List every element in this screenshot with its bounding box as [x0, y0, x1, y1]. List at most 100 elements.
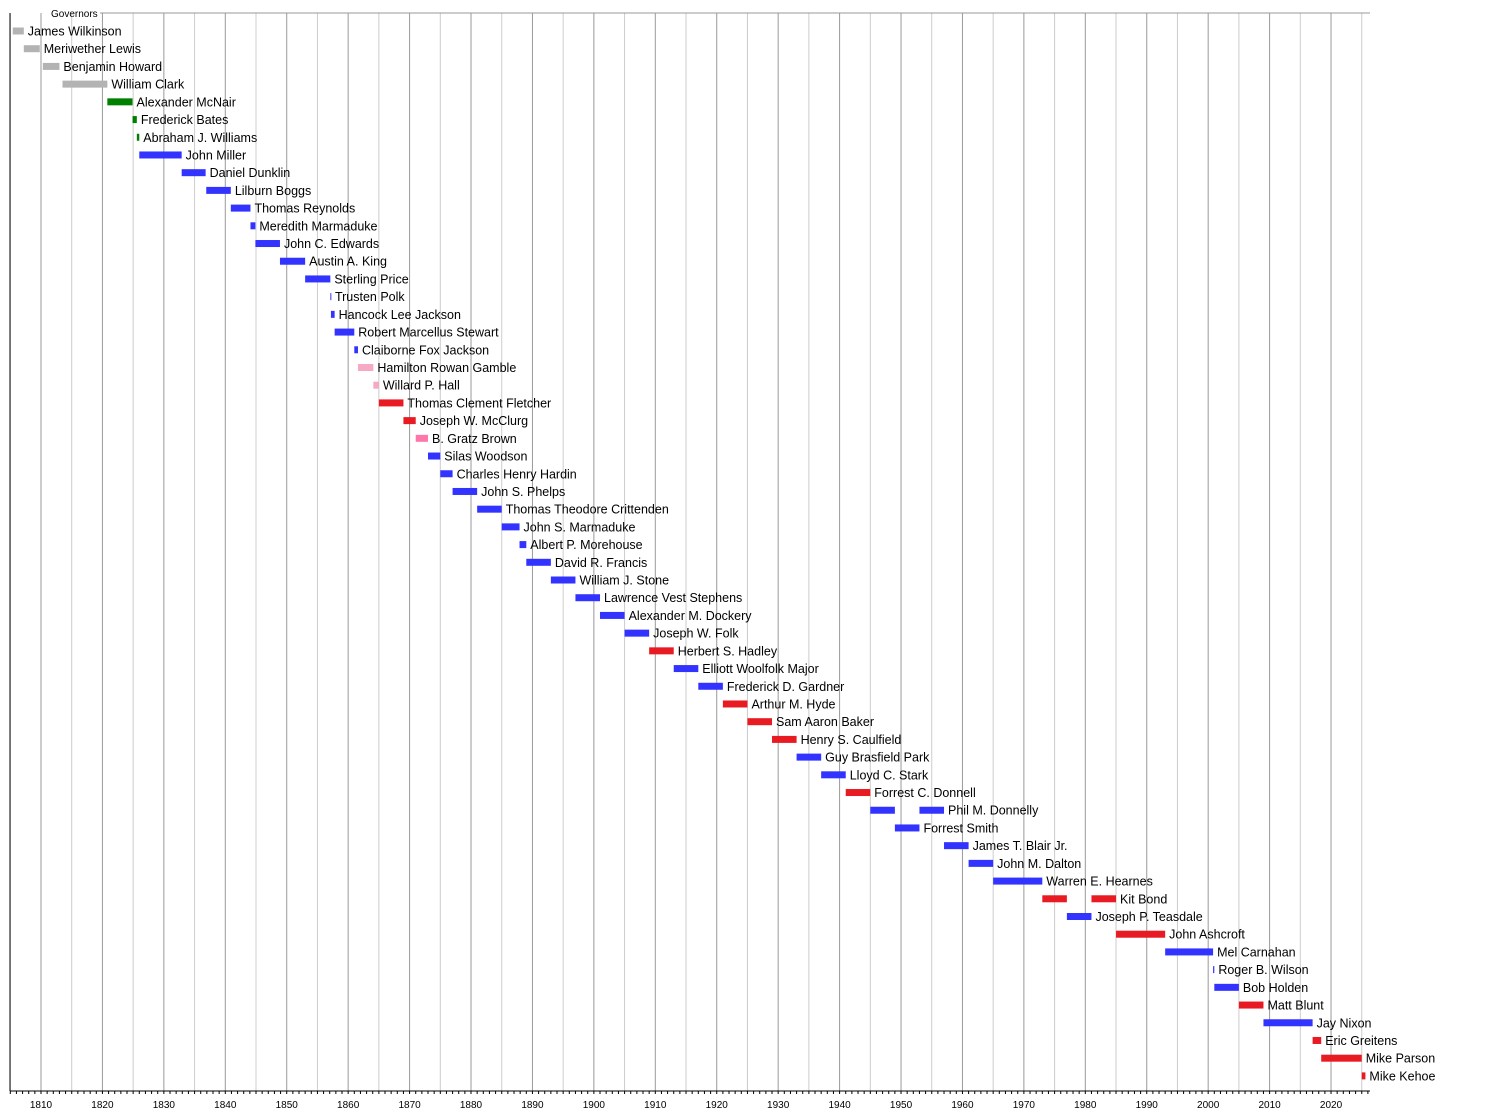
governor-label: Lawrence Vest Stephens: [604, 591, 742, 605]
governor-row: James Wilkinson: [12, 25, 122, 39]
governor-label: Mike Parson: [1366, 1052, 1436, 1066]
governor-label: Joseph W. Folk: [653, 627, 739, 641]
governor-label: Hancock Lee Jackson: [339, 308, 461, 322]
governor-row: B. Gratz Brown: [415, 432, 517, 446]
governor-row: Forrest Smith: [894, 821, 999, 835]
term-bar: [452, 487, 478, 495]
term-bar: [440, 470, 453, 478]
governor-row: Mike Kehoe: [1361, 1069, 1435, 1083]
governor-row: John Ashcroft: [1116, 928, 1245, 942]
governor-label: Roger B. Wilson: [1218, 963, 1308, 977]
governor-label: Frederick D. Gardner: [727, 680, 844, 694]
term-bar: [1042, 895, 1067, 903]
x-tick-label: 1840: [214, 1100, 237, 1110]
governor-row: Sterling Price: [305, 272, 409, 286]
governor-row: Warren E. Hearnes: [993, 875, 1153, 889]
term-bar: [12, 27, 24, 35]
governor-row: Sam Aaron Baker: [747, 715, 874, 729]
term-bar: [378, 399, 404, 407]
governor-row: Claiborne Fox Jackson: [354, 343, 489, 357]
term-bar: [919, 806, 945, 814]
governor-row: Henry S. Caulfield: [772, 733, 901, 747]
x-tick-label: 2000: [1197, 1100, 1220, 1110]
governor-label: Jay Nixon: [1317, 1016, 1372, 1030]
governor-row: Arthur M. Hyde: [722, 697, 836, 711]
term-bar: [1116, 930, 1166, 938]
x-tick-label: 1990: [1136, 1100, 1159, 1110]
term-bar: [1361, 1072, 1366, 1080]
governor-label: Meriwether Lewis: [44, 42, 141, 56]
governor-label: John C. Edwards: [284, 237, 379, 251]
governor-label: Trusten Polk: [335, 290, 405, 304]
term-bar: [722, 700, 748, 708]
governor-label: Benjamin Howard: [63, 60, 162, 74]
governor-label: John Miller: [186, 148, 246, 162]
governor-label: Elliott Woolfolk Major: [702, 662, 818, 676]
governor-label: Sterling Price: [334, 272, 408, 286]
governor-row: Thomas Clement Fletcher: [378, 396, 551, 410]
governor-label: Meredith Marmaduke: [259, 219, 377, 233]
governor-row: Joseph W. McClurg: [403, 414, 528, 428]
governor-label: Bob Holden: [1243, 981, 1308, 995]
governor-label: Joseph W. McClurg: [420, 414, 528, 428]
governor-row: Lawrence Vest Stephens: [575, 591, 742, 605]
term-bar: [649, 647, 674, 655]
x-tick-label: 1950: [890, 1100, 913, 1110]
governor-label: David R. Francis: [555, 556, 647, 570]
term-bar: [747, 718, 773, 726]
governor-row: Robert Marcellus Stewart: [334, 326, 499, 340]
term-bar: [250, 222, 256, 230]
governor-label: Henry S. Caulfield: [801, 733, 902, 747]
term-bar: [1213, 966, 1215, 974]
axes: 1810 1820 1830 1840 1850 1860 1870 1880 1890 1900…: [9, 12, 1370, 1111]
term-bar: [968, 859, 994, 867]
term-bar: [279, 257, 306, 265]
governor-row: Alexander M. Dockery: [600, 609, 752, 623]
governor-row: Mike Parson: [1321, 1052, 1435, 1066]
governor-row: Jay Nixon: [1263, 1016, 1372, 1030]
governor-row: Frederick D. Gardner: [698, 680, 844, 694]
chart-title: Governors: [51, 9, 98, 20]
x-tick-label: 1810: [30, 1100, 53, 1110]
governor-label: Arthur M. Hyde: [751, 697, 835, 711]
governor-label: Warren E. Hearnes: [1046, 875, 1153, 889]
x-tick-label: 2020: [1320, 1100, 1343, 1110]
term-bar: [428, 452, 441, 460]
governor-label: Kit Bond: [1120, 892, 1167, 906]
governor-row: Alexander McNair: [107, 95, 236, 109]
x-tick-label: 1830: [153, 1100, 176, 1110]
governor-label: Herbert S. Hadley: [678, 644, 778, 658]
x-tick-label: 1960: [951, 1100, 974, 1110]
x-tick-label: 1860: [337, 1100, 360, 1110]
x-tick-label: 1890: [521, 1100, 544, 1110]
governor-label: John S. Phelps: [481, 485, 565, 499]
governor-label: Claiborne Fox Jackson: [362, 343, 489, 357]
governor-label: Joseph P. Teasdale: [1095, 910, 1202, 924]
governor-label: Sam Aaron Baker: [776, 715, 874, 729]
governor-label: Mike Kehoe: [1369, 1069, 1435, 1083]
governor-label: Thomas Reynolds: [254, 202, 355, 216]
governor-label: Abraham J. Williams: [143, 131, 257, 145]
term-bar: [526, 558, 551, 566]
governor-row: Albert P. Morehouse: [519, 538, 643, 552]
governor-label: John M. Dalton: [997, 857, 1081, 871]
governor-label: James T. Blair Jr.: [973, 839, 1068, 853]
term-bar: [477, 505, 502, 513]
governor-row: William J. Stone: [550, 574, 669, 588]
governor-label: Frederick Bates: [141, 113, 229, 127]
governor-label: Matt Blunt: [1267, 999, 1324, 1013]
governor-label: James Wilkinson: [28, 25, 122, 39]
governor-row: John S. Phelps: [452, 485, 565, 499]
term-bar: [1321, 1054, 1362, 1062]
term-bar: [821, 771, 846, 779]
governor-row: Herbert S. Hadley: [649, 644, 778, 658]
governor-label: Albert P. Morehouse: [530, 538, 642, 552]
term-bar: [1263, 1019, 1313, 1027]
term-bar: [698, 682, 723, 690]
governor-row: Thomas Reynolds: [230, 202, 355, 216]
term-bar: [1165, 948, 1214, 956]
x-tick-label: 1940: [828, 1100, 851, 1110]
term-bar: [673, 665, 699, 673]
governor-label: Hamilton Rowan Gamble: [377, 361, 516, 375]
